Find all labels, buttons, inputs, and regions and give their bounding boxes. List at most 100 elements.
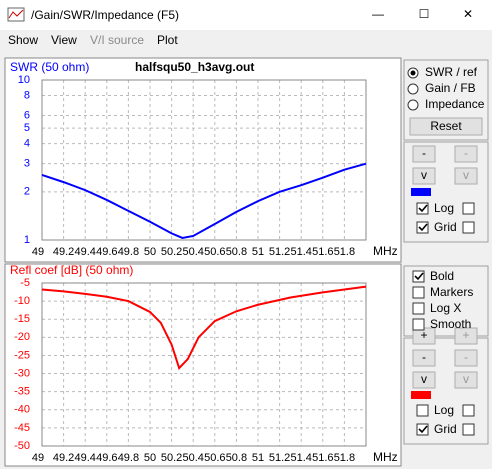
x-tick-label: 50.2 (161, 246, 182, 258)
menu-item[interactable]: View (51, 33, 77, 47)
reset-button[interactable] (409, 117, 483, 136)
radio-dot (410, 70, 416, 76)
y-tick-label: 4 (24, 138, 30, 150)
step-button[interactable] (454, 167, 478, 185)
step-button-label: - (464, 350, 468, 364)
step-button-label: - (464, 146, 468, 160)
x-tick-label: 50 (144, 246, 156, 258)
checkbox[interactable] (412, 286, 425, 299)
x-tick-label: 51.6 (312, 246, 333, 258)
checkbox[interactable] (412, 318, 425, 331)
x-tick-label: 51.2 (269, 246, 290, 258)
maximize-button[interactable]: ☐ (419, 7, 430, 21)
x-tick-label: 50.6 (204, 452, 225, 464)
step-button[interactable] (412, 145, 436, 163)
chart-panel (4, 57, 402, 263)
menu-item[interactable]: Show (8, 33, 38, 47)
step-button[interactable] (412, 167, 436, 185)
color-swatch[interactable] (411, 188, 431, 196)
x-tick-label: 50.2 (161, 452, 182, 464)
step-button[interactable] (454, 145, 478, 163)
check-mark (418, 223, 428, 232)
step-button[interactable] (412, 371, 436, 389)
x-tick-label: 50.8 (226, 246, 247, 258)
x-tick-label: 51.8 (334, 246, 355, 258)
checkbox-label: Grid (434, 422, 457, 436)
x-tick-label: 49.6 (96, 452, 117, 464)
x-unit: MHz (373, 244, 398, 258)
y-tick-label: 5 (24, 122, 30, 134)
checkbox-label: Grid (434, 220, 457, 234)
y-tick-label: 8 (24, 89, 30, 101)
x-tick-label: 50 (144, 452, 156, 464)
x-tick-label: 51.6 (312, 452, 333, 464)
checkbox[interactable] (416, 404, 429, 417)
checkbox-label: Log (434, 403, 454, 417)
step-button[interactable] (454, 371, 478, 389)
x-tick-label: 49.2 (53, 452, 74, 464)
x-tick-label: 49.2 (53, 246, 74, 258)
menu-item: V/I source (90, 33, 144, 47)
y-tick-label: 1 (24, 234, 30, 246)
y-tick-label: -35 (14, 386, 30, 398)
radio[interactable] (407, 99, 419, 111)
radio-label: SWR / ref (425, 65, 478, 79)
step-button[interactable] (454, 327, 478, 345)
checkbox-label: Bold (430, 269, 454, 283)
x-tick-label: 50.6 (204, 246, 225, 258)
step-button-label: v (463, 168, 469, 182)
window-title: /Gain/SWR/Impedance (F5) (31, 8, 179, 22)
checkbox-label: Log X (430, 301, 461, 315)
y-tick-label: 3 (24, 158, 30, 170)
x-tick-label: 51.4 (290, 246, 311, 258)
checkbox[interactable] (416, 221, 429, 234)
x-tick-label: 50.8 (226, 452, 247, 464)
plot-frame (41, 79, 367, 241)
y-tick-label: -45 (14, 422, 30, 434)
menu-item[interactable]: Plot (157, 33, 178, 47)
minimize-button[interactable]: — (372, 7, 384, 21)
x-tick-label: 51 (252, 246, 264, 258)
radio[interactable] (407, 83, 419, 95)
step-button-label: v (421, 372, 427, 386)
step-button[interactable] (454, 349, 478, 367)
checkbox[interactable] (462, 202, 475, 215)
y-tick-label: -25 (14, 349, 30, 361)
checkbox[interactable] (416, 202, 429, 215)
y-tick-label: -20 (14, 331, 30, 343)
step-button-label: - (422, 146, 426, 160)
x-tick-label: 49.4 (74, 452, 95, 464)
check-mark (414, 272, 424, 281)
checkbox[interactable] (412, 270, 425, 283)
checkbox-label: Markers (430, 285, 473, 299)
y-tick-label: -30 (14, 367, 30, 379)
x-tick-label: 51.4 (290, 452, 311, 464)
y-tick-label: -50 (14, 440, 30, 452)
checkbox[interactable] (462, 404, 475, 417)
chart-title: Refl coef [dB] (50 ohm) (10, 263, 133, 277)
checkbox-label: Log (434, 201, 454, 215)
y-tick-label: -5 (20, 277, 30, 289)
data-line (41, 285, 367, 371)
y-tick-label: -10 (14, 295, 30, 307)
checkbox[interactable] (462, 423, 475, 436)
close-button[interactable]: ✕ (463, 7, 473, 21)
checkbox[interactable] (412, 302, 425, 315)
checkbox[interactable] (462, 221, 475, 234)
x-tick-label: 50.4 (182, 246, 203, 258)
step-button-label: v (463, 372, 469, 386)
step-button-label: + (462, 328, 469, 342)
title-bar (0, 0, 492, 30)
check-mark (418, 425, 428, 434)
check-mark (418, 204, 428, 213)
data-line (41, 162, 367, 239)
step-button-label: - (422, 350, 426, 364)
radio-label: Gain / FB (425, 81, 476, 95)
app-icon-glyph (8, 9, 24, 19)
color-swatch[interactable] (411, 391, 431, 399)
step-button[interactable] (412, 349, 436, 367)
file-name: halfsqu50_h3avg.out (135, 60, 254, 74)
checkbox[interactable] (416, 423, 429, 436)
y-tick-label: -40 (14, 404, 30, 416)
